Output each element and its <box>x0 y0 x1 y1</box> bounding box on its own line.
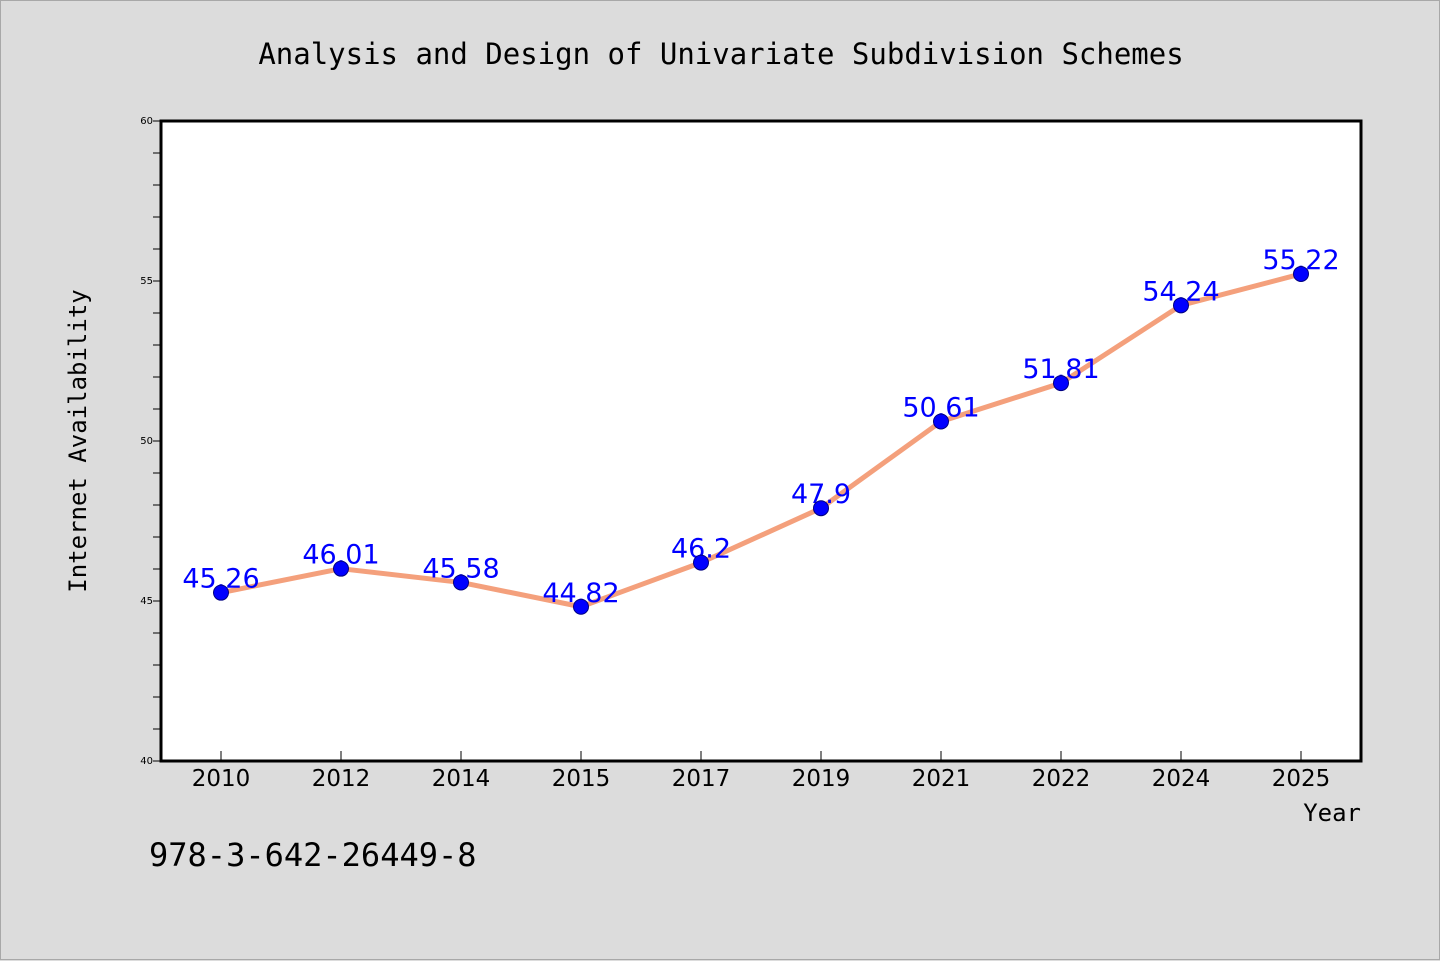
y-tick-label: 55 <box>140 276 153 287</box>
y-tick-label: 50 <box>140 436 153 447</box>
data-point <box>693 554 709 571</box>
x-tick-label: 2017 <box>672 766 731 792</box>
plot-area <box>159 119 1363 763</box>
data-point <box>1293 265 1309 282</box>
data-point <box>213 584 229 601</box>
data-point <box>933 413 949 430</box>
x-tick-label: 2012 <box>312 766 371 792</box>
y-tick-label: 40 <box>140 756 153 767</box>
x-axis-label: Year <box>1303 799 1361 827</box>
data-point <box>333 560 349 577</box>
data-point <box>453 574 469 591</box>
y-tick-label: 60 <box>140 116 153 127</box>
y-axis-ticks: 40 45 50 55 60 <box>140 116 161 767</box>
x-tick-label: 2022 <box>1032 766 1091 792</box>
data-point <box>813 500 829 517</box>
x-axis-ticks: 2010 2012 2014 2015 2017 2019 2021 2022 2024 2025 <box>192 751 1331 792</box>
x-tick-label: 2019 <box>792 766 851 792</box>
x-tick-label: 2021 <box>912 766 971 792</box>
x-tick-label: 2025 <box>1272 766 1331 792</box>
isbn-annotation: 978-3-642-26449-8 <box>149 836 477 874</box>
x-tick-label: 2010 <box>192 766 251 792</box>
x-tick-label: 2014 <box>432 766 491 792</box>
y-axis-label: Internet Availability <box>64 289 92 592</box>
y-tick-label: 45 <box>140 596 153 607</box>
x-tick-label: 2015 <box>552 766 611 792</box>
chart-title: Analysis and Design of Univariate Subdiv… <box>258 37 1183 71</box>
data-point <box>1053 375 1069 392</box>
data-point <box>573 598 589 615</box>
series-line <box>218 271 1304 610</box>
data-point <box>1173 297 1189 314</box>
x-tick-label: 2024 <box>1152 766 1211 792</box>
